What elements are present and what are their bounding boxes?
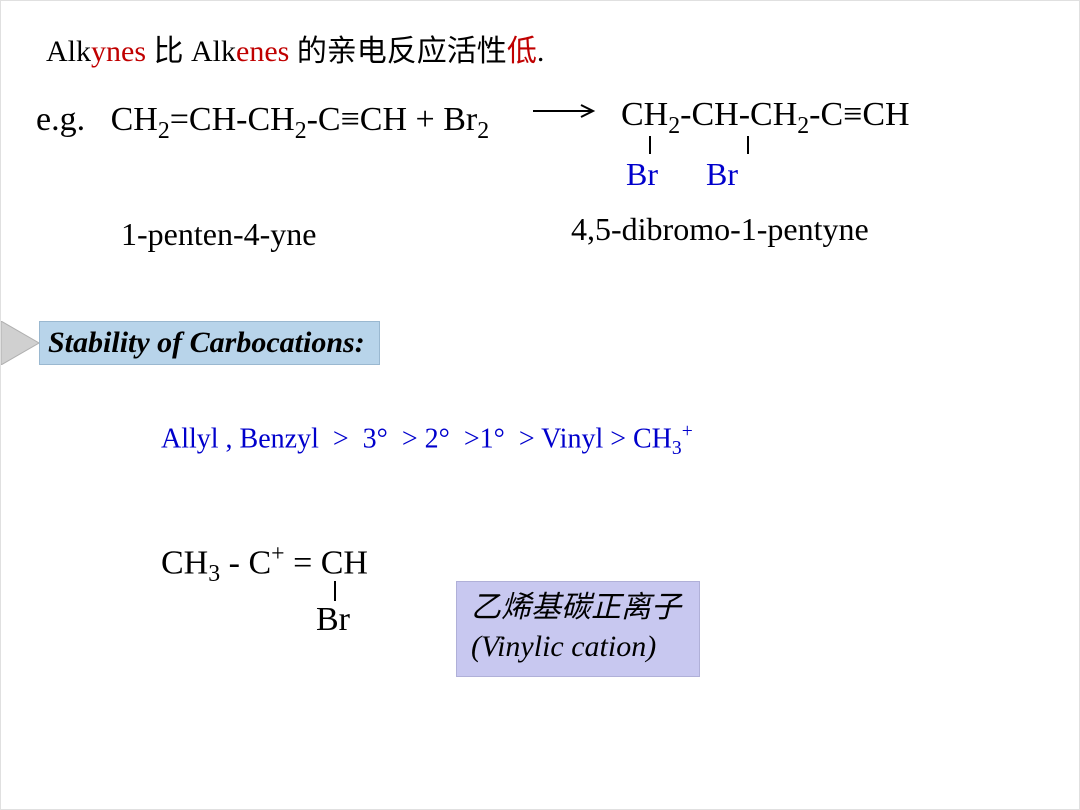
reactant-formula: CH2=CH-CH2-C≡CH + Br2: [111, 101, 490, 138]
txt-low: 低: [507, 35, 537, 68]
section-heading: Stability of Carbocations:: [1, 321, 380, 365]
vinyl-label-en: (Vinylic cation): [471, 627, 681, 666]
txt: 的亲电反应活性: [289, 35, 507, 68]
product-name: 4,5-dibromo-1-pentyne: [571, 211, 869, 248]
txt-ynes: ynes: [91, 35, 146, 68]
product-substituents: Br Br: [626, 156, 738, 193]
vinyl-cation-label: 乙烯基碳正离子 (Vinylic cation): [456, 581, 700, 677]
equation-row: e.g. CH2=CH-CH2-C≡CH + Br2: [36, 101, 489, 145]
intro-sentence: Alkynes 比 Alkenes 的亲电反应活性低.: [46, 26, 544, 70]
vinyl-label-cn: 乙烯基碳正离子: [471, 588, 681, 627]
txt-enes: enes: [236, 35, 289, 68]
band-triangle-icon: [1, 321, 39, 365]
eg-label: e.g.: [36, 101, 85, 138]
section-title: Stability of Carbocations:: [39, 321, 380, 365]
reactant-name: 1-penten-4-yne: [121, 216, 316, 253]
reaction-arrow-icon: [531, 101, 601, 121]
product-formula: CH2-CH-CH2-C≡CH: [621, 96, 910, 140]
vinyl-cation-formula: CH3 - C+ = CH: [161, 541, 368, 588]
vinyl-br: Br: [316, 601, 350, 639]
txt: .: [537, 35, 545, 68]
carbocation-stability-order: Allyl , Benzyl > 3° > 2° >1° > Vinyl > C…: [161, 421, 693, 460]
slide: Alkynes 比 Alkenes 的亲电反应活性低. e.g. CH2=CH-…: [0, 0, 1080, 810]
txt: 比 Alk: [146, 35, 236, 68]
txt: Alk: [46, 35, 91, 68]
br-1: Br: [626, 156, 658, 192]
vinyl-bond-line: [334, 581, 336, 601]
br-2: Br: [706, 156, 738, 192]
